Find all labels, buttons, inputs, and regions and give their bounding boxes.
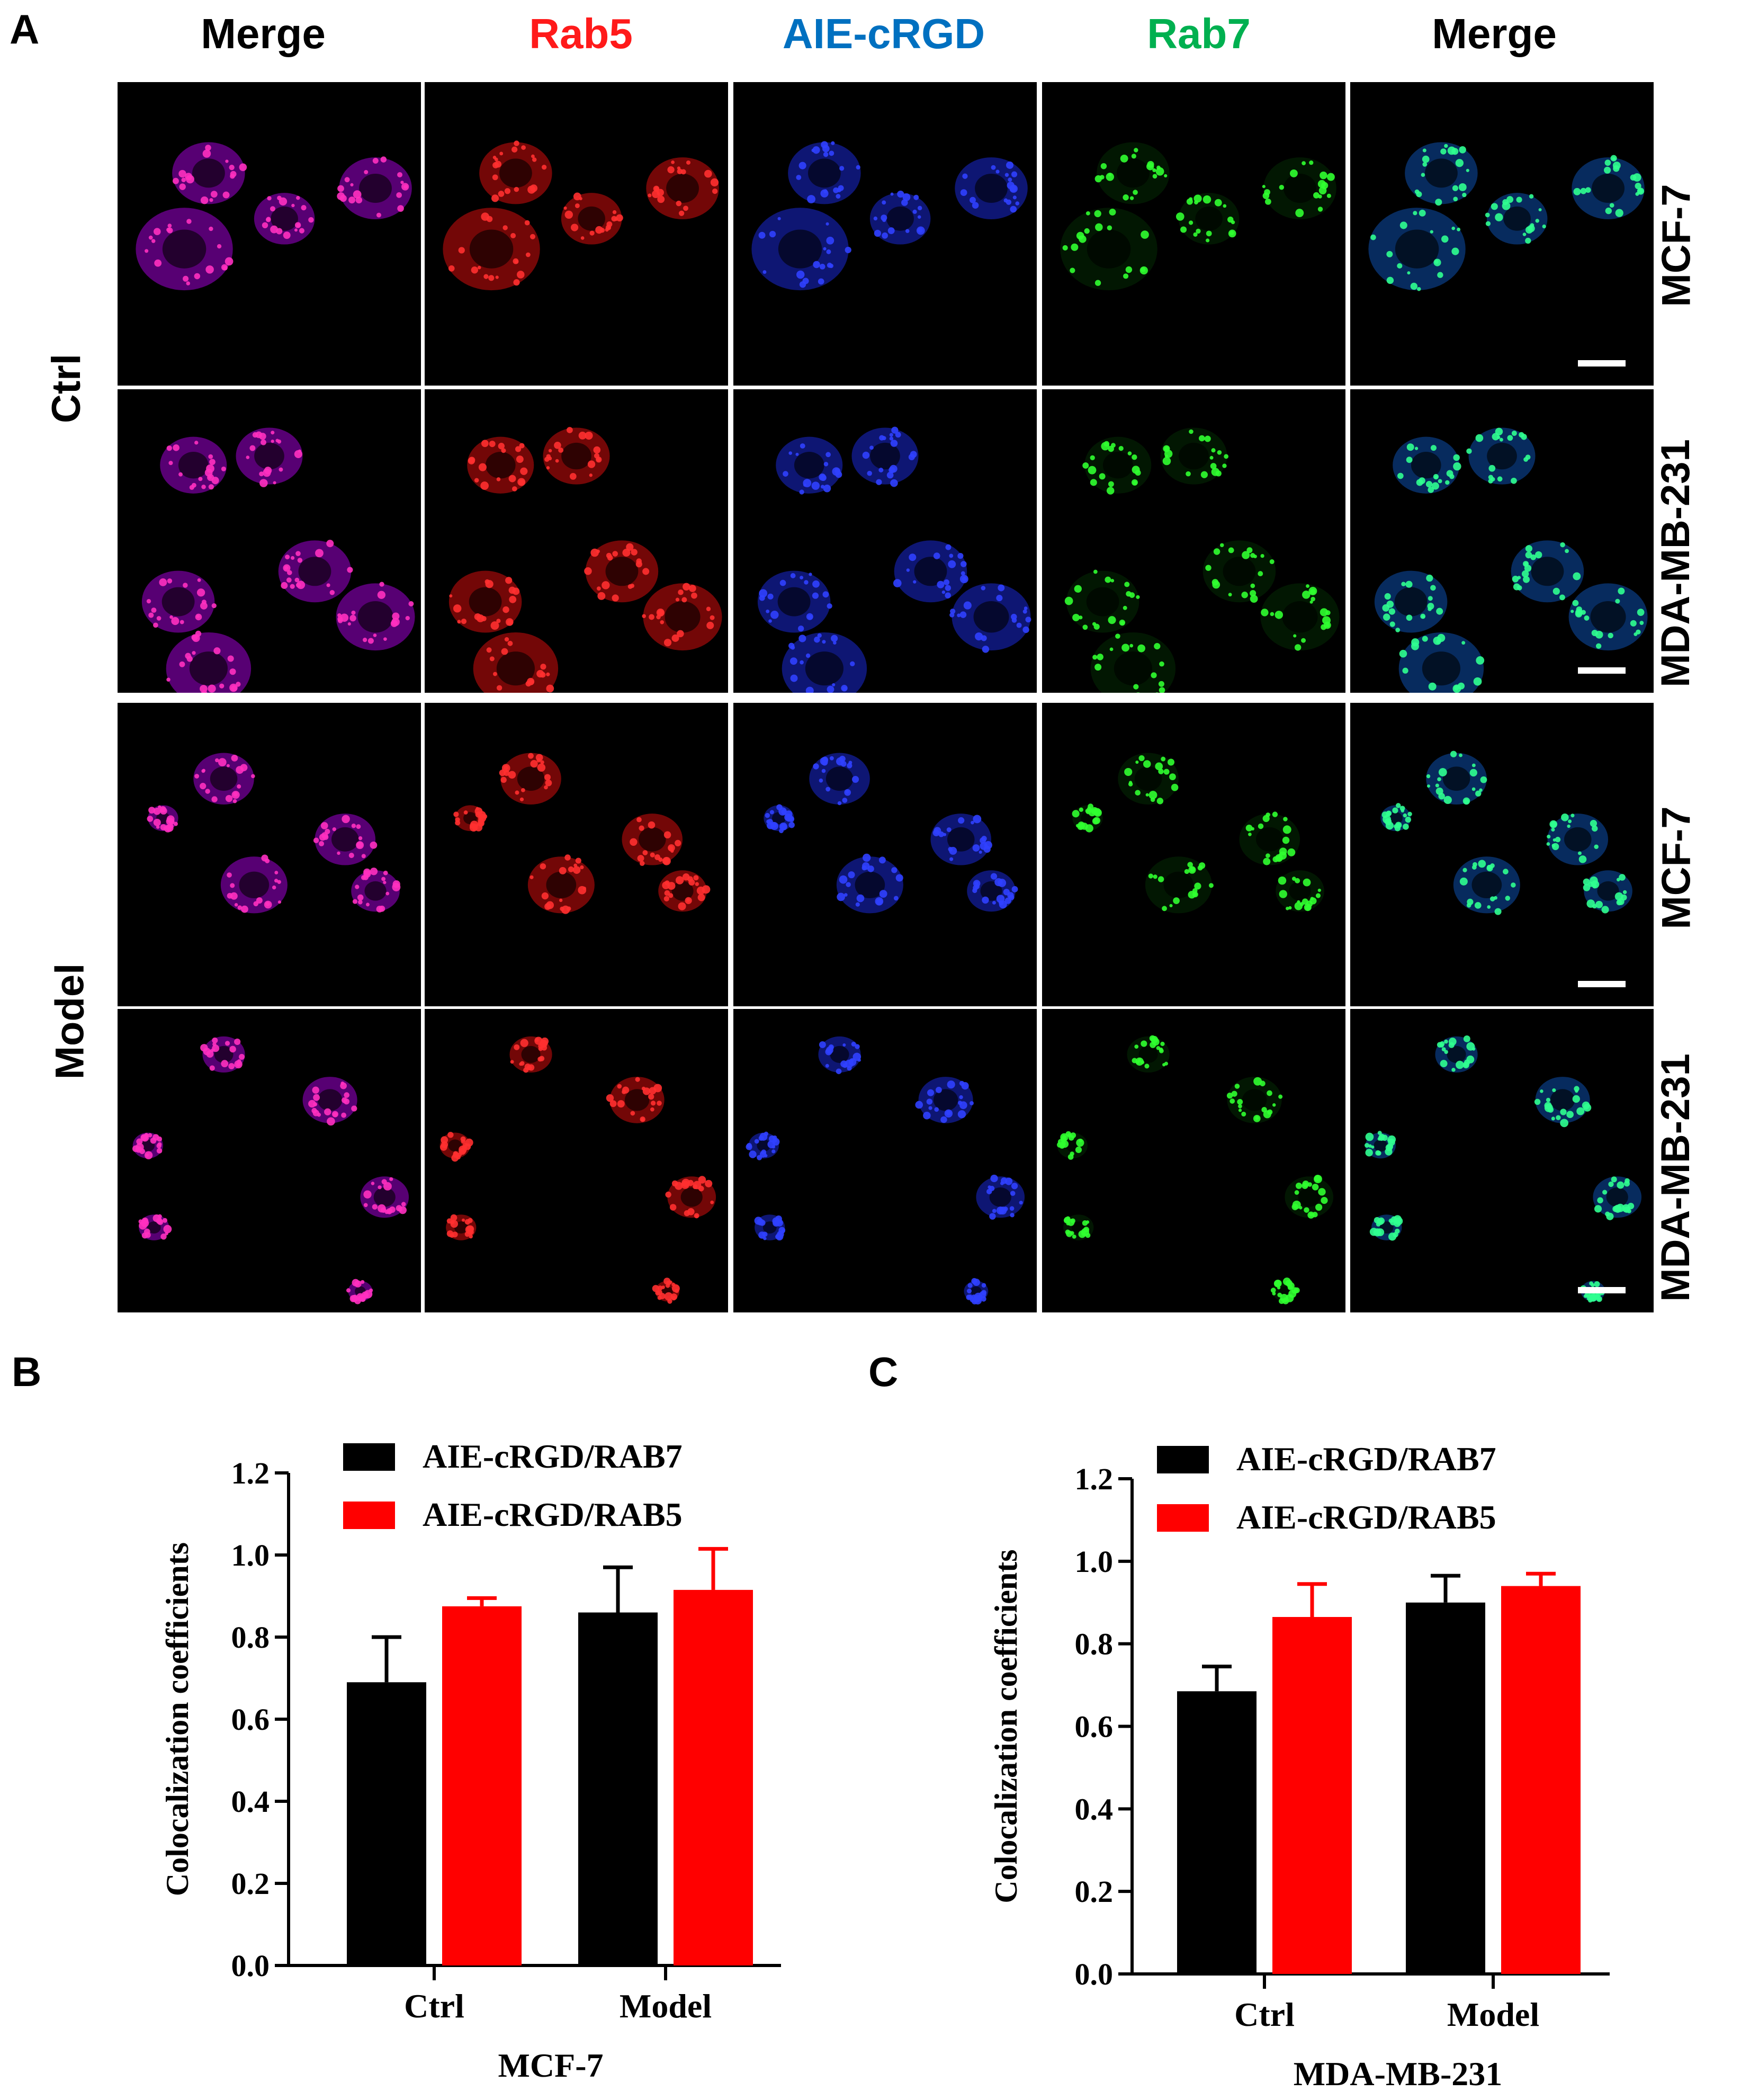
micrograph-tile xyxy=(425,703,728,1006)
colocalization-chart-mcf7: 0.0 0.2 0.4 0.6 0.8 1.0 1.2 Ctrl Model MCF-7 Coloc… xyxy=(160,1437,781,2084)
micrograph-tile xyxy=(1350,82,1654,386)
micrograph-tile xyxy=(1350,389,1654,693)
x-axis-label: MCF-7 xyxy=(498,2047,603,2084)
micrograph-tile xyxy=(733,1009,1037,1312)
x-tick-label: Ctrl xyxy=(1234,1996,1295,2033)
y-tick-label: 0.4 xyxy=(1075,1792,1114,1826)
y-tick-label: 0.8 xyxy=(1075,1627,1114,1661)
row-label-mcf7-ctrl: MCF-7 xyxy=(1654,184,1699,307)
row-label-mda-model: MDA-MB-231 xyxy=(1653,1053,1698,1302)
y-tick-label: 1.0 xyxy=(231,1538,270,1572)
column-header-merge-2: Merge xyxy=(1432,10,1557,57)
micrograph-tile xyxy=(733,703,1037,1006)
micrograph-tile xyxy=(1350,1009,1654,1312)
micrograph-tile xyxy=(118,1009,421,1312)
y-tick-label: 0.0 xyxy=(231,1949,270,1983)
y-axis-label: Colocalization coefficients xyxy=(989,1549,1024,1903)
legend-swatch xyxy=(343,1443,395,1471)
colocalization-chart-mda-mb-231: 0.0 0.2 0.4 0.6 0.8 1.0 1.2 Ctrl Model MDA-MB-231… xyxy=(989,1440,1610,2093)
bar-aie-crgd-rab5-model xyxy=(674,1589,753,1965)
row-label-mda-ctrl: MDA-MB-231 xyxy=(1653,439,1698,687)
bar-aie-crgd-rab5-model xyxy=(1501,1586,1581,1974)
micrograph-tile xyxy=(118,703,421,1006)
micrograph-tile xyxy=(1042,703,1345,1006)
micrograph-tile xyxy=(1042,389,1345,693)
x-tick-label: Model xyxy=(1447,1996,1539,2033)
column-header-aie-crgd: AIE-cRGD xyxy=(782,10,985,57)
micrograph-tile xyxy=(118,82,421,386)
legend-label: AIE-cRGD/RAB5 xyxy=(423,1496,683,1533)
bar-aie-crgd-rab5-ctrl xyxy=(442,1606,522,1965)
bar-aie-crgd-rab7-model xyxy=(578,1612,658,1965)
y-tick-label: 0.0 xyxy=(1075,1957,1114,1991)
legend-label: AIE-cRGD/RAB5 xyxy=(1236,1498,1496,1536)
y-tick-label: 0.6 xyxy=(1075,1710,1114,1744)
micrograph-tile xyxy=(425,389,728,693)
micrograph-tile xyxy=(1042,82,1345,386)
micrograph-tile xyxy=(1042,1009,1345,1312)
panel-a-letter: A xyxy=(10,6,40,52)
y-axis-label: Colocalization coefficients xyxy=(160,1542,195,1896)
bar-aie-crgd-rab7-ctrl xyxy=(1177,1691,1257,1974)
column-header-rab7: Rab7 xyxy=(1147,10,1251,57)
legend-swatch xyxy=(1157,1446,1209,1473)
group-label-model: Model xyxy=(47,963,93,1080)
scale-bar xyxy=(1578,667,1626,674)
legend-label: AIE-cRGD/RAB7 xyxy=(423,1437,683,1475)
bar-aie-crgd-rab5-ctrl xyxy=(1272,1617,1352,1974)
micrograph-tile xyxy=(425,82,728,386)
y-tick-label: 0.2 xyxy=(231,1866,270,1901)
y-tick-label: 0.2 xyxy=(1075,1874,1114,1909)
micrograph-tile xyxy=(118,389,421,693)
bar-aie-crgd-rab7-model xyxy=(1406,1602,1485,1974)
micrograph-tile xyxy=(733,82,1037,386)
column-header-merge: Merge xyxy=(201,10,326,57)
group-label-ctrl: Ctrl xyxy=(43,354,89,423)
panel-b-letter: B xyxy=(12,1348,42,1395)
legend-label: AIE-cRGD/RAB7 xyxy=(1236,1440,1496,1478)
micrograph-tile xyxy=(733,389,1037,693)
x-axis-label: MDA-MB-231 xyxy=(1294,2055,1503,2093)
y-tick-label: 1.2 xyxy=(1075,1462,1114,1496)
micrograph-tile xyxy=(425,1009,728,1312)
scale-bar xyxy=(1578,360,1626,367)
scale-bar xyxy=(1578,1287,1626,1293)
y-tick-label: 1.2 xyxy=(231,1456,270,1490)
micrograph-tile xyxy=(1350,703,1654,1006)
panel-c-letter: C xyxy=(868,1348,899,1395)
bar-aie-crgd-rab7-ctrl xyxy=(347,1682,426,1965)
row-label-mcf7-model: MCF-7 xyxy=(1654,806,1699,930)
x-tick-label: Model xyxy=(620,1987,712,2025)
scale-bar xyxy=(1578,981,1626,987)
y-tick-label: 0.8 xyxy=(231,1620,270,1655)
legend-swatch xyxy=(1157,1504,1209,1532)
legend-swatch xyxy=(343,1502,395,1529)
y-tick-label: 0.6 xyxy=(231,1702,270,1737)
y-tick-label: 0.4 xyxy=(231,1784,270,1819)
y-tick-label: 1.0 xyxy=(1075,1544,1114,1579)
column-header-rab5: Rab5 xyxy=(529,10,633,57)
x-tick-label: Ctrl xyxy=(404,1987,464,2025)
